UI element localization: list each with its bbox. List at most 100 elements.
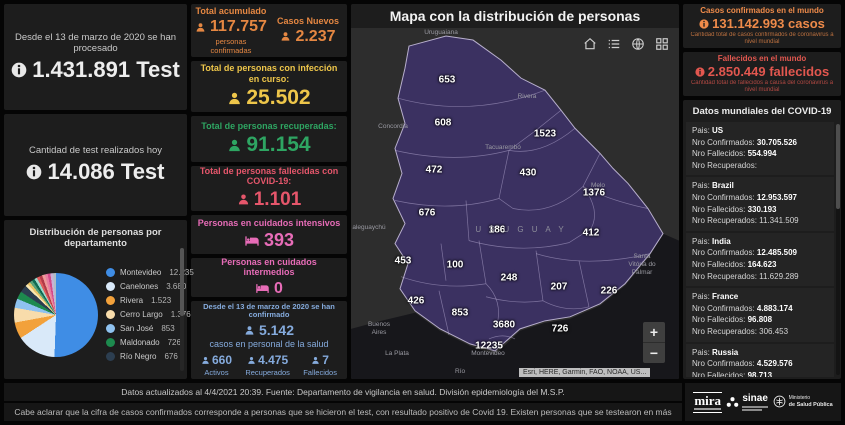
person-icon [229, 92, 241, 104]
active-infections-label: Total de personas con infección en curso… [200, 63, 338, 84]
msp-logo: Ministerio de Salud Pública [773, 395, 833, 409]
legend-label: Maldonado [120, 338, 160, 347]
country-field: Nro Confirmados: 12.485.509 [692, 248, 797, 258]
legend-list-icon[interactable] [606, 36, 621, 51]
info-icon [27, 164, 42, 180]
footer-updated-line: Datos actualizados al 4/4/2021 20:39. Fu… [4, 383, 682, 401]
person-icon [312, 356, 319, 364]
deaths-value: 1.101 [253, 188, 302, 210]
health-workers-stat-label: Activos [204, 368, 229, 377]
country-field: Pais: India [692, 236, 731, 246]
tests-today-panel: Cantidad de test realizados hoy 14.086 T… [4, 114, 187, 216]
new-cases-label: Casos Nuevos [276, 15, 339, 26]
country-field: Nro Confirmados: 4.883.174 [692, 303, 793, 313]
tests-today-value: 14.086 Test [26, 159, 165, 185]
world-cases-panel: Casos confirmados en el mundo 131.142.99… [683, 4, 841, 48]
uruguay-map-svg [351, 28, 679, 379]
country-field: Nro Fallecidos: 330.193 [692, 204, 777, 214]
mira-logo: mira [693, 391, 723, 413]
zoom-out-button[interactable]: − [643, 342, 665, 363]
country-card: Pais: US Nro Confirmados: 30.705.526 Nro F… [686, 122, 834, 176]
world-scrollbar[interactable] [836, 124, 840, 375]
bed-icon [245, 235, 259, 246]
tests-total-number: 1.431.891 Test [32, 56, 180, 82]
sinae-logo-subtext-bar [742, 405, 769, 408]
active-infections-value: 25.502 [246, 86, 311, 110]
legend-scrollbar[interactable] [180, 248, 184, 371]
tests-total-value: 1.431.891 Test [11, 57, 180, 83]
legend-label: Río Negro [120, 352, 157, 361]
world-data-title: Datos mundiales del COVID-19 [692, 106, 832, 117]
legend-scrollbar-thumb[interactable] [180, 248, 184, 316]
info-icon [11, 62, 27, 77]
tests-total-panel: Desde el 13 de marzo de 2020 se han proc… [4, 4, 187, 110]
legend-item[interactable]: San José 853 [106, 324, 194, 333]
legend-color-swatch [106, 324, 115, 333]
world-deaths-label: Fallecidos en el mundo [717, 54, 807, 64]
legend-item[interactable]: Maldonado 726 [106, 338, 194, 347]
basemap-icon[interactable] [630, 36, 645, 51]
recovered-label: Total de personas recuperadas: [201, 120, 337, 131]
accumulated-total: Total acumulado 117.757 personas confirm… [195, 6, 267, 55]
country-field: Nro Fallecidos: 164.623 [692, 259, 777, 269]
country-field: Nro Fallecidos: 554.994 [692, 149, 777, 159]
sinae-icon [727, 397, 739, 407]
health-workers-stat-value: 4.475 [247, 353, 288, 367]
msp-logo-text: Ministerio de Salud Pública [788, 395, 833, 408]
health-workers-panel: Desde el 13 de marzo de 2020 se han conf… [191, 300, 347, 379]
world-deaths-panel: Fallecidos en el mundo 2.850.449 falleci… [683, 52, 841, 96]
sinae-logo-text: sinae [742, 392, 768, 404]
department-legend: Montevideo12.235Canelones3.680Rivera1.52… [106, 268, 202, 361]
home-icon[interactable] [582, 36, 597, 51]
person-icon [282, 32, 290, 41]
new-cases: Casos Nuevos 2.237 [273, 16, 343, 46]
new-cases-value: 2.237 [295, 27, 336, 45]
country-field: Nro Confirmados: 12.953.597 [692, 192, 797, 202]
world-scrollbar-thumb[interactable] [836, 124, 840, 210]
world-cases-caption: Cantidad total de casos confirmados de c… [690, 32, 834, 45]
zoom-in-button[interactable]: + [643, 322, 665, 342]
legend-color-swatch [106, 352, 115, 361]
accumulated-label: Total acumulado [195, 6, 267, 16]
health-workers-stat: 7 Fallecidos [303, 353, 337, 377]
world-cases-label: Casos confirmados en el mundo [700, 6, 824, 16]
tests-today-number: 14.086 Test [47, 159, 165, 184]
recovered-value: 91.154 [246, 133, 311, 157]
intensive-care-label: Personas en cuidados intensivos [197, 217, 341, 228]
legend-color-swatch [106, 282, 115, 291]
tests-total-label: Desde el 13 de marzo de 2020 se han proc… [14, 31, 177, 54]
person-icon [202, 356, 209, 364]
sinae-logo-subtext-bar [742, 408, 763, 411]
world-deaths-caption: Cantidad total de fallecidos a causa del… [690, 80, 834, 93]
uruguay-country-shape [392, 35, 664, 352]
country-field: Nro Confirmados: 4.529.576 [692, 359, 793, 369]
legend-value: 3.680 [166, 282, 187, 291]
legend-item[interactable]: Canelones 3.680 [106, 282, 194, 291]
country-card: Pais: France Nro Confirmados: 4.883.174 Nr… [686, 288, 834, 342]
person-icon [196, 23, 205, 32]
legend-item[interactable]: Río Negro 676 [106, 352, 194, 361]
map-attribution: Esri, HERE, Garmin, FAO, NOAA, US... [519, 368, 651, 377]
country-field: Pais: Brazil [692, 181, 734, 191]
intermediate-care-value: 0 [274, 279, 283, 297]
middle-column: Total acumulado 117.757 personas confirm… [191, 4, 347, 379]
health-workers-label: Desde el 13 de marzo de 2020 se han conf… [203, 301, 335, 320]
department-pie-chart[interactable] [14, 272, 98, 357]
health-workers-value: 5.142 [258, 322, 295, 338]
health-workers-stat-label: Fallecidos [303, 368, 337, 377]
right-column: Casos confirmados en el mundo 131.142.99… [683, 4, 841, 379]
person-icon [248, 356, 255, 364]
footer-text: Datos actualizados al 4/4/2021 20:39. Fu… [4, 383, 682, 421]
tests-today-label: Cantidad de test realizados hoy [28, 145, 163, 156]
map-canvas[interactable]: 653 608 1523 472 430 1376 676 186 412 453 100 248 20… [351, 28, 679, 379]
bed-icon [256, 284, 269, 293]
sinae-logo: sinae [726, 392, 769, 411]
info-icon [695, 67, 705, 77]
world-deaths-value: 2.850.449 fallecidos [707, 64, 830, 80]
country-list[interactable]: Pais: US Nro Confirmados: 30.705.526 Nro F… [686, 122, 834, 377]
country-field: Pais: France [692, 292, 739, 302]
legend-item[interactable]: Rivera 1.523 [106, 296, 194, 305]
apps-grid-icon[interactable] [654, 36, 669, 51]
health-workers-stats: 660 Activos 4.475 Recuperados 7 Fallecidos [195, 353, 343, 377]
country-field: Nro Recuperados: 306.453 [692, 326, 789, 336]
